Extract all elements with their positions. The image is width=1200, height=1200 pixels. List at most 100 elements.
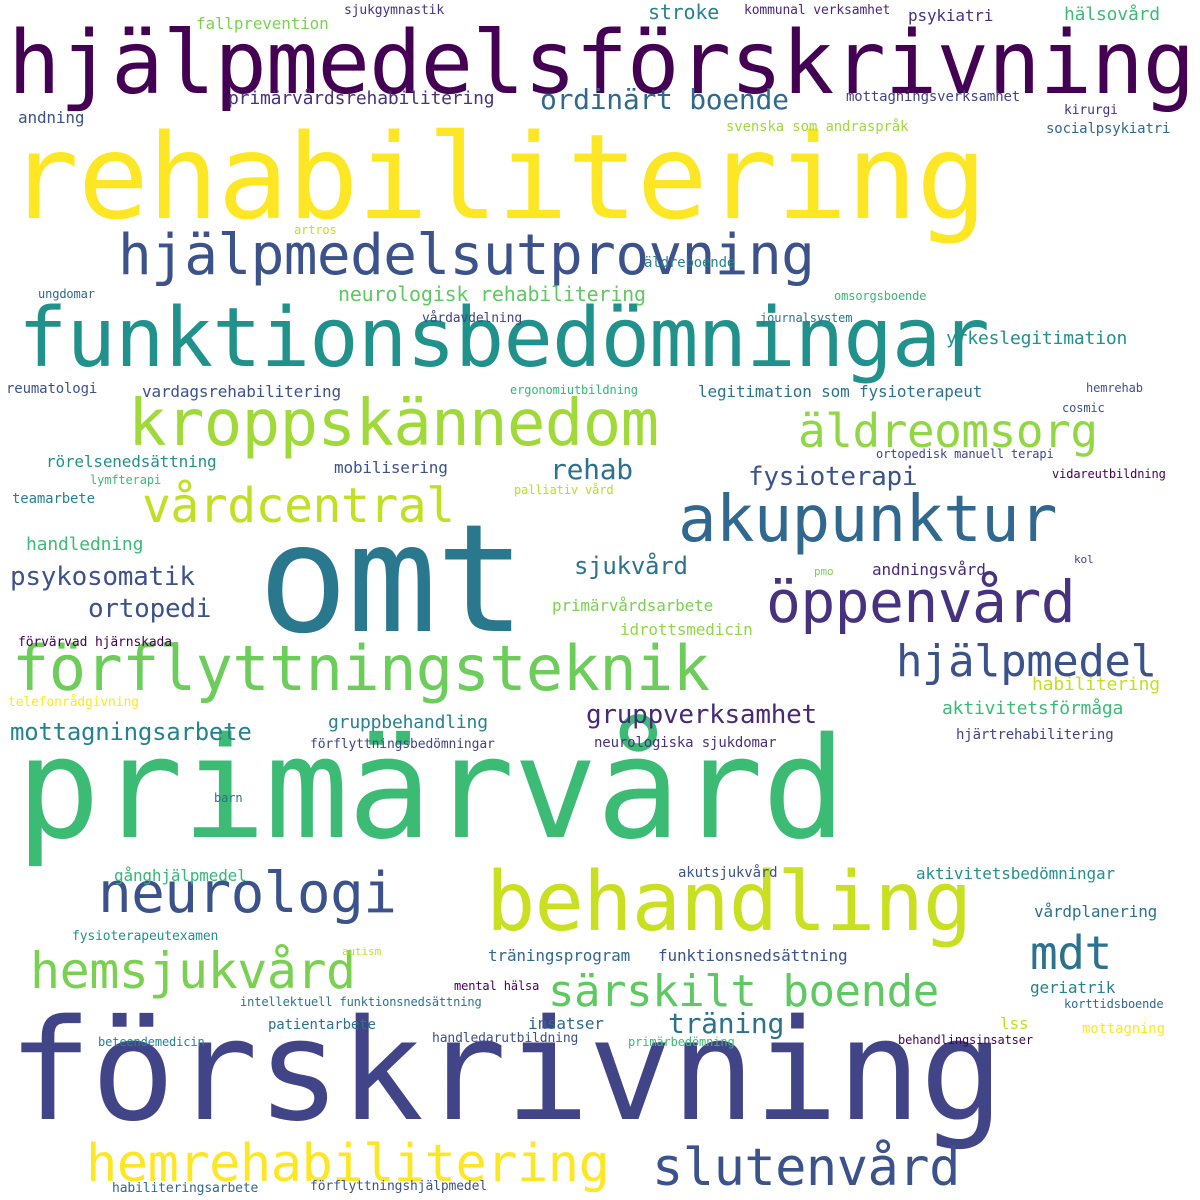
word-neurologisk-rehabilitering: neurologisk rehabilitering	[338, 282, 646, 306]
word-forflyttningshjalpmedel: förflyttningshjälpmedel	[310, 1179, 488, 1194]
word-handledning: handledning	[26, 534, 144, 555]
word-vardcentral: vårdcentral	[142, 478, 455, 534]
word-neurologiska-sjukdomar: neurologiska sjukdomar	[594, 735, 777, 751]
word-primarbedomning: primärbedömning	[628, 1035, 735, 1049]
word-habiliteringsarbete: habiliteringsarbete	[112, 1181, 259, 1196]
word-akupunktur: akupunktur	[678, 483, 1058, 557]
word-rehabilitering: rehabilitering	[8, 108, 987, 246]
word-akutsjukvard: akutsjukvård	[678, 865, 778, 881]
word-forflyttningsbedomningar: förflyttningsbedömningar	[310, 737, 495, 752]
word-journalsystem: journalsystem	[760, 311, 853, 325]
word-primarvardsarbete: primärvårdsarbete	[552, 596, 714, 615]
word-legitimation-som-fysioterapeut: legitimation som fysioterapeut	[698, 382, 983, 401]
word-rorelsenedsattning: rörelsenedsättning	[46, 452, 217, 471]
word-gruppbehandling: gruppbehandling	[328, 712, 488, 733]
word-primarvardsrehabilitering: primärvårdsrehabilitering	[228, 88, 495, 109]
word-mottagning: mottagning	[1082, 1021, 1165, 1037]
word-stroke: stroke	[648, 0, 720, 24]
word-barn: barn	[214, 791, 243, 805]
word-palliativ-vard: palliativ vård	[514, 483, 614, 497]
word-habilitering: habilitering	[1032, 674, 1160, 695]
word-ordinart-boende: ordinärt boende	[540, 83, 789, 116]
word-fallprevention: fallprevention	[196, 14, 329, 33]
word-hemrehabilitering: hemrehabilitering	[86, 1134, 610, 1194]
word-ganghjalpmedel: gånghjälpmedel	[114, 866, 247, 885]
word-lymfterapi: lymfterapi	[90, 473, 162, 487]
word-mdt: mdt	[1030, 926, 1112, 980]
word-forflyttningsteknik: förflyttningsteknik	[12, 632, 710, 705]
word-korttidsboende: korttidsboende	[1064, 997, 1164, 1011]
word-rehab: rehab	[550, 453, 633, 486]
word-ortopedi: ortopedi	[88, 594, 212, 624]
word-sjukgymnastik: sjukgymnastik	[344, 3, 445, 18]
word-hemrehab: hemrehab	[1086, 381, 1143, 395]
word-behandling: behandling	[486, 855, 972, 950]
word-omsorgsboende: omsorgsboende	[834, 289, 927, 303]
word-fysioterapeutexamen: fysioterapeutexamen	[72, 929, 219, 944]
word-ungdomar: ungdomar	[38, 287, 95, 301]
word-insatser: insatser	[528, 1014, 604, 1033]
word-sjukvard: sjukvård	[574, 552, 688, 580]
word-socialpsykiatri: socialpsykiatri	[1046, 121, 1171, 137]
word-neurologi: neurologi	[98, 861, 397, 926]
word-hjartrehabilitering: hjärtrehabilitering	[956, 727, 1114, 743]
word-hjalpmedelsutprovning: hjälpmedelsutprovning	[118, 223, 815, 288]
word-funktionsbedomningar: funktionsbedömningar	[18, 291, 990, 386]
word-psykosomatik: psykosomatik	[10, 562, 195, 592]
word-hjalpmedel: hjälpmedel	[896, 636, 1157, 687]
word-gruppverksamhet: gruppverksamhet	[586, 700, 817, 730]
word-omt: omt	[258, 493, 526, 667]
word-aktivitetsformaga: aktivitetsförmåga	[942, 698, 1124, 719]
word-reumatologi: reumatologi	[6, 381, 98, 397]
word-mental-halsa: mental hälsa	[454, 979, 540, 993]
word-yrkeslegitimation: yrkeslegitimation	[946, 328, 1128, 349]
word-mottagningsarbete: mottagningsarbete	[10, 718, 252, 746]
word-vardplanering: vårdplanering	[1034, 902, 1158, 921]
word-beteendemedicin: beteendemedicin	[98, 1035, 205, 1049]
word-vardavdelning: vårdavdelning	[422, 311, 523, 326]
word-halsovard: hälsovård	[1064, 4, 1160, 25]
word-sarskilt-boende: särskilt boende	[548, 966, 939, 1017]
word-geriatrik: geriatrik	[1030, 978, 1116, 997]
word-vidareutbildning: vidareutbildning	[1052, 467, 1166, 481]
word-patientarbete: patientarbete	[268, 1017, 376, 1033]
word-psykiatri: psykiatri	[908, 6, 994, 25]
word-slutenvard: slutenvård	[652, 1138, 960, 1198]
word-funktionsnedsattning: funktionsnedsättning	[658, 946, 848, 965]
word-aldreboende: äldreboende	[644, 255, 736, 271]
word-handledarutbildning: handledarutbildning	[432, 1031, 579, 1046]
word-kirurgi: kirurgi	[1064, 103, 1118, 118]
word-aldreomsorg: äldreomsorg	[798, 404, 1098, 458]
word-hemsjukvard: hemsjukvård	[30, 942, 356, 1000]
word-forskrivning: förskrivning	[8, 990, 1004, 1153]
word-aktivitetsbedomningar: aktivitetsbedömningar	[916, 864, 1115, 883]
word-behandlingsinsatser: behandlingsinsatser	[898, 1033, 1033, 1047]
word-kommunal-verksamhet: kommunal verksamhet	[744, 3, 891, 18]
word-idrottsmedicin: idrottsmedicin	[620, 620, 753, 639]
word-pmo: pmo	[814, 565, 834, 578]
word-svenska-som-andrasprak: svenska som andraspråk	[726, 119, 909, 135]
word-kroppskannedom: kroppskännedom	[128, 387, 659, 461]
word-telefonradgivning: telefonrådgivning	[8, 695, 139, 710]
word-ortopedisk-manuell-terapi: ortopedisk manuell terapi	[876, 447, 1054, 461]
word-forvarvad-hjarnskada: förvärvad hjärnskada	[18, 635, 172, 650]
word-traning: träning	[668, 1007, 785, 1040]
word-teamarbete: teamarbete	[12, 491, 95, 507]
word-andning: andning	[18, 108, 85, 127]
word-mobilisering: mobilisering	[334, 458, 448, 477]
word-intellektuell-funktionsnedsattning: intellektuell funktionsnedsättning	[240, 995, 482, 1009]
word-traningsprogram: träningsprogram	[488, 946, 631, 965]
word-autism: autism	[342, 945, 382, 958]
word-fysioterapi: fysioterapi	[748, 462, 918, 492]
word-vardagsrehabilitering: vardagsrehabilitering	[142, 382, 341, 401]
word-ergonomiutbildning: ergonomiutbildning	[510, 383, 638, 397]
word-mottagningsverksamhet: mottagningsverksamhet	[846, 89, 1021, 105]
word-hjalpmedelsforskrivning: hjälpmedelsförskrivning	[8, 12, 1195, 114]
word-lss: lss	[1000, 1014, 1029, 1033]
word-kol: kol	[1074, 553, 1094, 566]
word-cosmic: cosmic	[1062, 401, 1105, 415]
word-oppenvard: öppenvård	[766, 568, 1076, 636]
word-primarvard: primärvård	[16, 708, 846, 871]
word-artros: artros	[294, 223, 337, 237]
